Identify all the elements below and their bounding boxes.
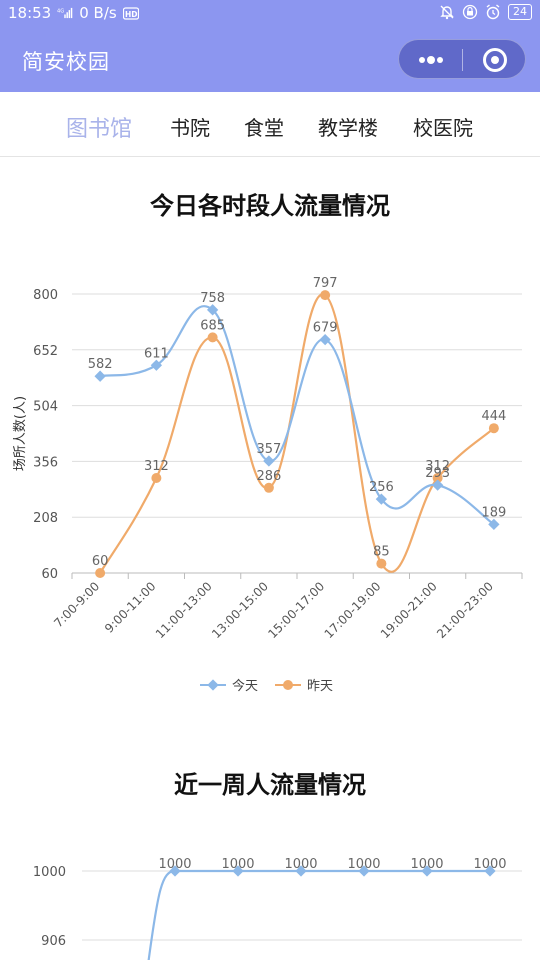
data-label: 1000 xyxy=(221,857,254,872)
app-title: 简安校园 xyxy=(22,50,110,74)
data-point-today xyxy=(263,455,275,467)
close-button[interactable] xyxy=(463,40,526,80)
legend-label: 昨天 xyxy=(307,679,333,694)
data-label: 312 xyxy=(144,459,169,474)
data-point-yesterday xyxy=(488,423,499,434)
alarm-icon xyxy=(485,4,501,20)
x-tick-label: 19:00-21:00 xyxy=(378,579,440,641)
y-tick-label: 652 xyxy=(33,344,58,359)
category-tabs: 图书馆 书院 食堂 教学楼 校医院 xyxy=(0,92,540,157)
y-tick-label: 1000 xyxy=(33,865,66,880)
y-tick-label: 906 xyxy=(41,934,66,949)
data-label: 357 xyxy=(256,442,281,457)
data-label: 286 xyxy=(256,469,281,484)
data-label: 189 xyxy=(481,505,506,520)
tab-academy[interactable]: 书院 xyxy=(170,116,210,140)
legend-label: 今天 xyxy=(232,678,258,694)
app-header: 简安校园 xyxy=(0,28,540,92)
network-speed: 0 B/s xyxy=(79,4,117,22)
y-tick-label: 208 xyxy=(33,511,58,526)
data-label: 582 xyxy=(88,357,113,372)
chart-title-today: 今日各时段人流量情况 xyxy=(150,192,390,220)
x-tick-label: 13:00-15:00 xyxy=(209,579,271,641)
data-label: 1000 xyxy=(158,857,191,872)
legend-marker-today xyxy=(207,679,219,691)
tab-library[interactable]: 图书馆 xyxy=(66,117,133,142)
chart-week: 1000 906 1000 1000 1000 1000 1000 1000 xyxy=(33,857,522,960)
x-tick-label: 21:00-23:00 xyxy=(434,579,496,641)
legend-marker-yesterday xyxy=(283,680,293,690)
status-time: 18:53 xyxy=(8,4,52,22)
data-point-today xyxy=(488,518,500,531)
x-tick-label: 11:00-13:00 xyxy=(153,579,215,641)
data-point-yesterday xyxy=(95,568,106,578)
data-label: 1000 xyxy=(347,857,380,872)
status-bar: 18:53 4G 0 B/s HD 24 xyxy=(0,0,540,28)
data-point-yesterday xyxy=(320,290,331,301)
tab-teaching-building[interactable]: 教学楼 xyxy=(318,116,378,140)
more-button[interactable] xyxy=(399,40,462,80)
y-tick-label: 800 xyxy=(33,288,58,303)
svg-text:HD: HD xyxy=(125,10,138,19)
tab-canteen[interactable]: 食堂 xyxy=(244,116,284,140)
data-point-yesterday xyxy=(432,472,443,483)
y-tick-label: 356 xyxy=(33,455,58,470)
data-label: 1000 xyxy=(473,857,506,872)
target-circle-icon xyxy=(482,48,507,72)
series-line-0 xyxy=(99,305,495,526)
mute-bell-icon xyxy=(439,4,455,20)
data-label: 611 xyxy=(144,346,169,361)
data-label: 85 xyxy=(373,545,390,560)
x-tick-label: 15:00-17:00 xyxy=(265,579,327,641)
tab-hospital[interactable]: 校医院 xyxy=(413,116,473,140)
data-label: 312 xyxy=(425,459,450,474)
y-axis-label: 场所人数(人) xyxy=(13,396,28,471)
y-tick-label: 60 xyxy=(41,567,58,582)
more-dots-icon xyxy=(418,56,443,64)
capsule-divider xyxy=(462,49,463,71)
data-label: 758 xyxy=(200,291,225,306)
data-label: 679 xyxy=(313,321,338,336)
x-tick-label: 7:00-9:00 xyxy=(51,579,102,630)
svg-text:4G: 4G xyxy=(57,8,64,14)
series-line-week xyxy=(147,869,490,960)
x-tick-label: 17:00-19:00 xyxy=(322,579,384,641)
lock-rotation-icon xyxy=(462,4,478,20)
series-line-1 xyxy=(99,293,495,574)
signal-icon: 4G xyxy=(57,5,73,21)
data-label: 1000 xyxy=(410,857,443,872)
data-point-yesterday xyxy=(151,472,162,483)
battery-indicator: 24 xyxy=(508,4,532,20)
data-point-today xyxy=(94,370,106,382)
data-label: 256 xyxy=(369,480,394,495)
chart-title-week: 近一周人流量情况 xyxy=(174,771,366,799)
data-point-yesterday xyxy=(263,482,274,493)
y-tick-label: 504 xyxy=(33,400,58,415)
data-label: 797 xyxy=(313,276,338,291)
data-label: 60 xyxy=(92,554,109,569)
data-label: 1000 xyxy=(284,857,317,872)
data-label: 685 xyxy=(200,318,225,333)
data-label: 444 xyxy=(481,409,506,424)
data-point-yesterday xyxy=(207,332,218,343)
data-point-yesterday xyxy=(376,558,387,569)
data-label: 293 xyxy=(425,466,450,481)
data-point-today xyxy=(431,479,444,491)
mini-program-capsule xyxy=(398,39,526,79)
x-tick-label: 9:00-11:00 xyxy=(102,579,158,635)
hd-icon: HD xyxy=(122,5,139,21)
